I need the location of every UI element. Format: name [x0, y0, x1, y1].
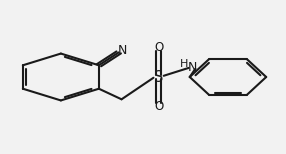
Text: N: N	[187, 61, 197, 74]
Text: O: O	[154, 41, 163, 54]
Text: O: O	[154, 100, 163, 113]
Text: S: S	[154, 69, 163, 85]
Text: H: H	[180, 59, 188, 69]
Text: N: N	[118, 44, 127, 57]
